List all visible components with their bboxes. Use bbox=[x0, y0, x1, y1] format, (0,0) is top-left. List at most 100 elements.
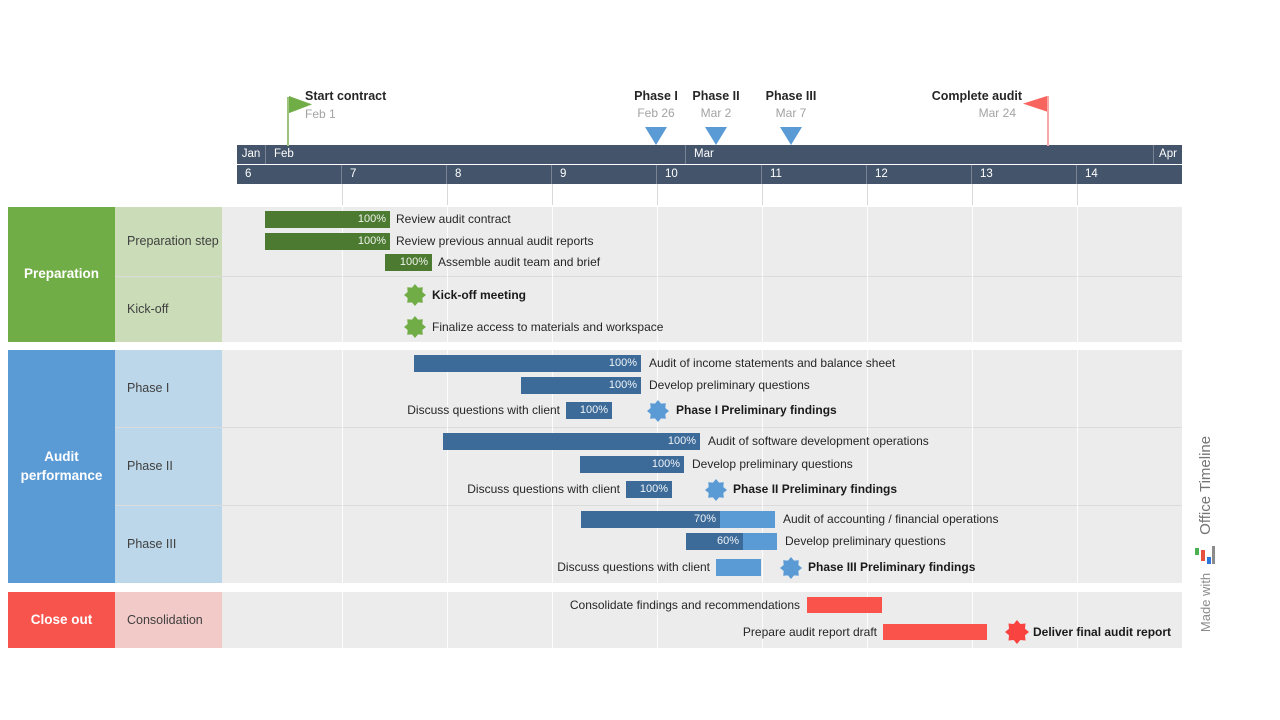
week-cell-6[interactable]: 6 bbox=[237, 165, 342, 184]
task-bar[interactable]: 100% bbox=[414, 355, 641, 372]
milestone-label: Phase I bbox=[634, 89, 678, 103]
milestone-label: Phase III bbox=[765, 89, 817, 103]
complete-audit-flag-icon[interactable] bbox=[1023, 96, 1047, 112]
milestone-date: Mar 7 bbox=[775, 106, 807, 120]
task-label: Discuss questions with client bbox=[557, 560, 710, 574]
subrow-phase2[interactable]: Phase II bbox=[115, 427, 222, 505]
milestone-star-icon[interactable] bbox=[780, 557, 802, 579]
task-label: Develop preliminary questions bbox=[692, 457, 853, 471]
milestone-label: Phase II Preliminary findings bbox=[733, 482, 898, 496]
task-label: Consolidate findings and recommendations bbox=[569, 598, 800, 612]
week-cell-12[interactable]: 12 bbox=[867, 165, 972, 184]
task-percent: 100% bbox=[399, 256, 428, 268]
gridline bbox=[762, 207, 763, 648]
grid-tick bbox=[657, 184, 658, 205]
grid-tick bbox=[867, 184, 868, 205]
task-bar[interactable]: 100% bbox=[521, 377, 641, 394]
milestone-star-icon[interactable] bbox=[1005, 620, 1029, 644]
task-bar[interactable]: 100% bbox=[626, 481, 672, 498]
gridline bbox=[867, 207, 868, 648]
gridline bbox=[1077, 207, 1078, 648]
week-cell-7[interactable]: 7 bbox=[342, 165, 447, 184]
task-bar[interactable]: 100% bbox=[265, 211, 390, 228]
task-label: Discuss questions with client bbox=[407, 403, 560, 417]
task-bar[interactable] bbox=[807, 597, 882, 613]
week-cell-10[interactable]: 10 bbox=[657, 165, 762, 184]
milestone-date: Feb 26 bbox=[637, 106, 675, 120]
task-label: Develop preliminary questions bbox=[785, 534, 946, 548]
milestone-star-icon[interactable] bbox=[705, 479, 727, 501]
group-close-out[interactable]: Close out bbox=[8, 592, 115, 648]
task-bar[interactable]: 100% bbox=[265, 233, 390, 250]
milestone-label: Phase I Preliminary findings bbox=[676, 403, 837, 417]
task-bar[interactable] bbox=[716, 559, 761, 576]
milestone-label: Deliver final audit report bbox=[1033, 625, 1172, 639]
phase3-triangle-icon[interactable] bbox=[780, 127, 802, 145]
month-cell-jan[interactable]: Jan bbox=[237, 145, 266, 164]
task-label: Prepare audit report draft bbox=[742, 625, 877, 639]
week-cell-13[interactable]: 13 bbox=[972, 165, 1077, 184]
task-percent: 100% bbox=[357, 213, 386, 225]
task-percent: 100% bbox=[667, 435, 696, 447]
subrow-preparation-step[interactable]: Preparation step bbox=[115, 207, 222, 276]
milestone-phase3: Phase III Mar 7 bbox=[731, 88, 851, 122]
milestone-phase2: Phase II Mar 2 bbox=[656, 88, 776, 122]
gridline bbox=[657, 207, 658, 648]
made-with-text: Made with bbox=[1197, 572, 1213, 633]
week-cell-8[interactable]: 8 bbox=[447, 165, 552, 184]
grid-tick bbox=[342, 184, 343, 205]
task-bar[interactable]: 60% bbox=[686, 533, 777, 550]
milestone-label: Phase III Preliminary findings bbox=[808, 560, 976, 574]
group-audit-performance[interactable]: Audit performance bbox=[8, 350, 115, 583]
task-percent: 100% bbox=[608, 379, 637, 391]
phase2-triangle-icon[interactable] bbox=[705, 127, 727, 145]
milestone-star-icon[interactable] bbox=[647, 400, 669, 422]
milestone-label: Complete audit bbox=[931, 89, 1022, 103]
phase1-triangle-icon[interactable] bbox=[645, 127, 667, 145]
gridline bbox=[447, 207, 448, 648]
task-percent: 100% bbox=[639, 483, 668, 495]
office-timeline-logo-icon bbox=[1195, 544, 1215, 564]
task-label: Assemble audit team and brief bbox=[438, 255, 601, 269]
subrow-consolidation[interactable]: Consolidation bbox=[115, 592, 222, 648]
task-percent: 100% bbox=[608, 357, 637, 369]
grid-tick bbox=[1077, 184, 1078, 205]
milestone-date: Mar 24 bbox=[978, 106, 1016, 120]
subrow-phase3[interactable]: Phase III bbox=[115, 505, 222, 583]
task-label: Review audit contract bbox=[396, 212, 511, 226]
task-label: Develop preliminary questions bbox=[649, 378, 810, 392]
task-bar[interactable] bbox=[883, 624, 987, 640]
month-cell-apr[interactable]: Apr bbox=[1154, 145, 1182, 164]
task-bar[interactable]: 70% bbox=[581, 511, 775, 528]
task-label: Review previous annual audit reports bbox=[396, 234, 594, 248]
milestone-star-icon[interactable] bbox=[404, 316, 426, 338]
task-label: Discuss questions with client bbox=[467, 482, 620, 496]
task-bar[interactable]: 100% bbox=[580, 456, 684, 473]
week-cell-11[interactable]: 11 bbox=[762, 165, 867, 184]
task-label: Audit of software development operations bbox=[708, 434, 929, 448]
month-cell-feb[interactable]: Feb bbox=[266, 145, 686, 164]
gridline bbox=[342, 207, 343, 648]
milestone-label: Kick-off meeting bbox=[432, 288, 527, 302]
week-cell-14[interactable]: 14 bbox=[1077, 165, 1182, 184]
milestone-label: Phase II bbox=[692, 89, 740, 103]
task-percent: 70% bbox=[693, 513, 716, 525]
gridline bbox=[552, 207, 553, 648]
group-preparation[interactable]: Preparation bbox=[8, 207, 115, 342]
milestone-label: Finalize access to materials and workspa… bbox=[432, 320, 664, 334]
task-bar[interactable]: 100% bbox=[566, 402, 612, 419]
task-bar[interactable]: 100% bbox=[385, 254, 432, 271]
task-percent: 100% bbox=[357, 235, 386, 247]
gridline bbox=[972, 207, 973, 648]
week-cell-9[interactable]: 9 bbox=[552, 165, 657, 184]
month-cell-mar[interactable]: Mar bbox=[686, 145, 1154, 164]
subrow-separator bbox=[115, 276, 1182, 277]
subrow-phase1[interactable]: Phase I bbox=[115, 350, 222, 427]
task-bar[interactable]: 100% bbox=[443, 433, 700, 450]
milestone-star-icon[interactable] bbox=[404, 284, 426, 306]
milestone-pole bbox=[1047, 96, 1049, 146]
subrow-kick-off[interactable]: Kick-off bbox=[115, 276, 222, 342]
grid-tick bbox=[447, 184, 448, 205]
task-percent: 100% bbox=[579, 404, 608, 416]
